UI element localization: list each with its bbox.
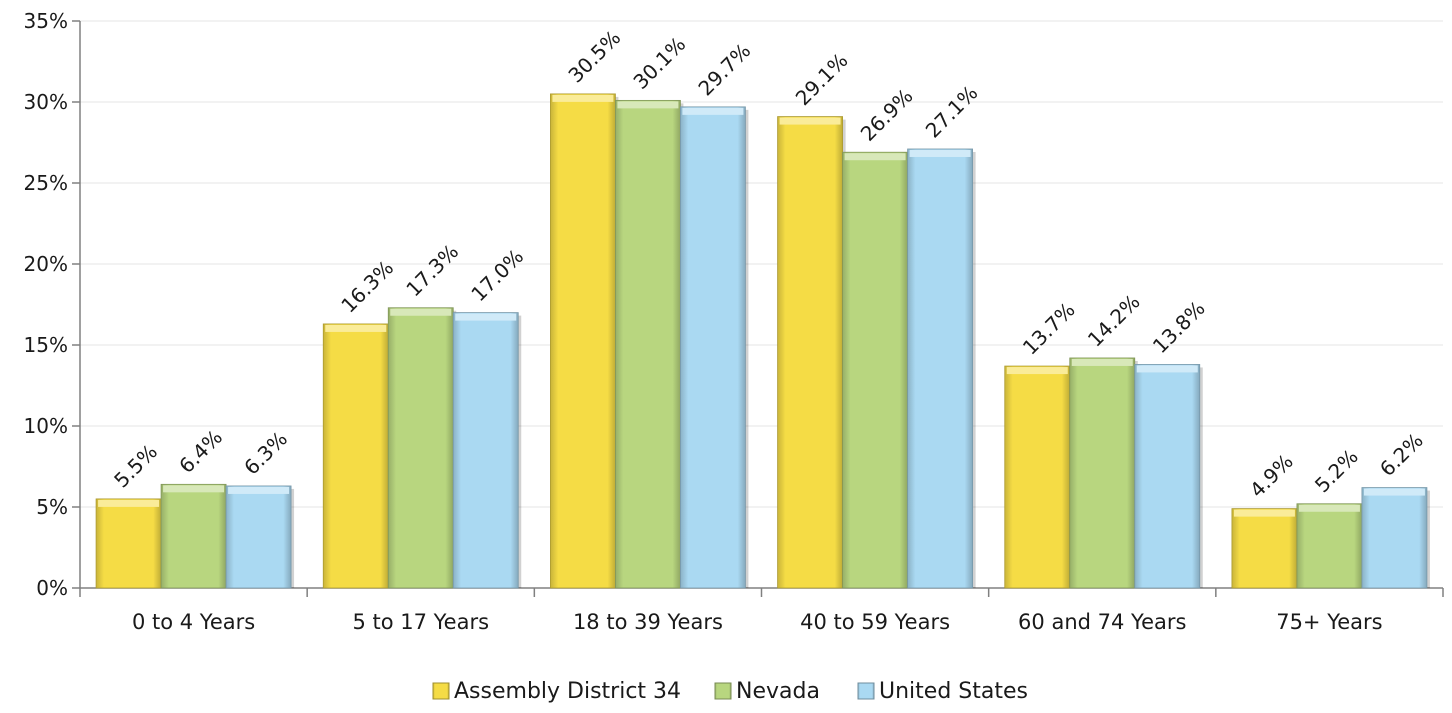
legend-swatch <box>857 682 875 700</box>
axes: 0% 5% 10% 15% 20% 25% 30% 35% 0 to 4 Years 5 to 1… <box>24 9 1444 634</box>
y-tick-label: 20% <box>24 252 68 276</box>
bar <box>1134 364 1203 589</box>
bar <box>322 323 392 589</box>
data-label: 29.1% <box>791 48 853 110</box>
bar <box>452 312 522 589</box>
bar <box>550 93 619 589</box>
bar <box>387 307 457 589</box>
data-label: 6.3% <box>239 427 292 480</box>
y-tick-label: 35% <box>24 9 68 33</box>
data-label: 5.2% <box>1310 444 1363 497</box>
x-tick-label: 0 to 4 Years <box>132 610 255 634</box>
data-label: 30.1% <box>628 32 690 94</box>
bar <box>842 151 911 589</box>
data-label: 13.8% <box>1148 296 1210 358</box>
legend-swatch <box>714 682 732 700</box>
x-tick-label: 18 to 39 Years <box>573 610 723 634</box>
bar <box>1004 365 1073 589</box>
legend: Assembly District 34 Nevada United States <box>432 679 1028 704</box>
gridlines <box>80 20 1443 508</box>
legend-label: Nevada <box>736 679 820 704</box>
bar <box>1296 503 1365 589</box>
data-label: 5.5% <box>109 440 162 493</box>
bar <box>907 148 976 589</box>
data-label: 17.3% <box>401 239 463 301</box>
legend-label: Assembly District 34 <box>454 679 681 704</box>
x-tick-label: 40 to 59 Years <box>800 610 950 634</box>
data-label: 4.9% <box>1245 449 1298 502</box>
bar <box>225 485 295 589</box>
data-label: 17.0% <box>466 244 528 306</box>
legend-swatch <box>432 682 450 700</box>
y-tick-label: 5% <box>36 495 68 519</box>
legend-item: Assembly District 34 <box>432 679 681 704</box>
data-label: 13.7% <box>1018 298 1080 360</box>
bar <box>1231 508 1300 589</box>
y-tick-label: 15% <box>24 333 68 357</box>
data-label: 29.7% <box>693 38 755 100</box>
data-label: 26.9% <box>856 84 918 146</box>
x-tick-label: 75+ Years <box>1276 610 1382 634</box>
bar <box>615 99 684 589</box>
data-label: 30.5% <box>563 26 625 88</box>
legend-item: United States <box>857 679 1028 704</box>
data-label: 27.1% <box>921 81 983 143</box>
bar <box>1069 357 1138 589</box>
data-label: 6.2% <box>1375 428 1428 481</box>
bar <box>95 498 165 589</box>
bars <box>95 93 1430 589</box>
y-tick-label: 0% <box>36 576 68 600</box>
y-tick-label: 30% <box>24 90 68 114</box>
y-tick-label: 10% <box>24 414 68 438</box>
x-tick-label: 60 and 74 Years <box>1018 610 1186 634</box>
bar <box>680 106 749 589</box>
y-tick-label: 25% <box>24 171 68 195</box>
bar <box>777 116 846 589</box>
data-label: 14.2% <box>1083 290 1145 352</box>
legend-label: United States <box>879 679 1028 704</box>
bar <box>160 483 230 589</box>
bar <box>1361 487 1430 589</box>
data-label: 6.4% <box>174 425 227 478</box>
x-tick-label: 5 to 17 Years <box>352 610 489 634</box>
legend-item: Nevada <box>714 679 820 704</box>
